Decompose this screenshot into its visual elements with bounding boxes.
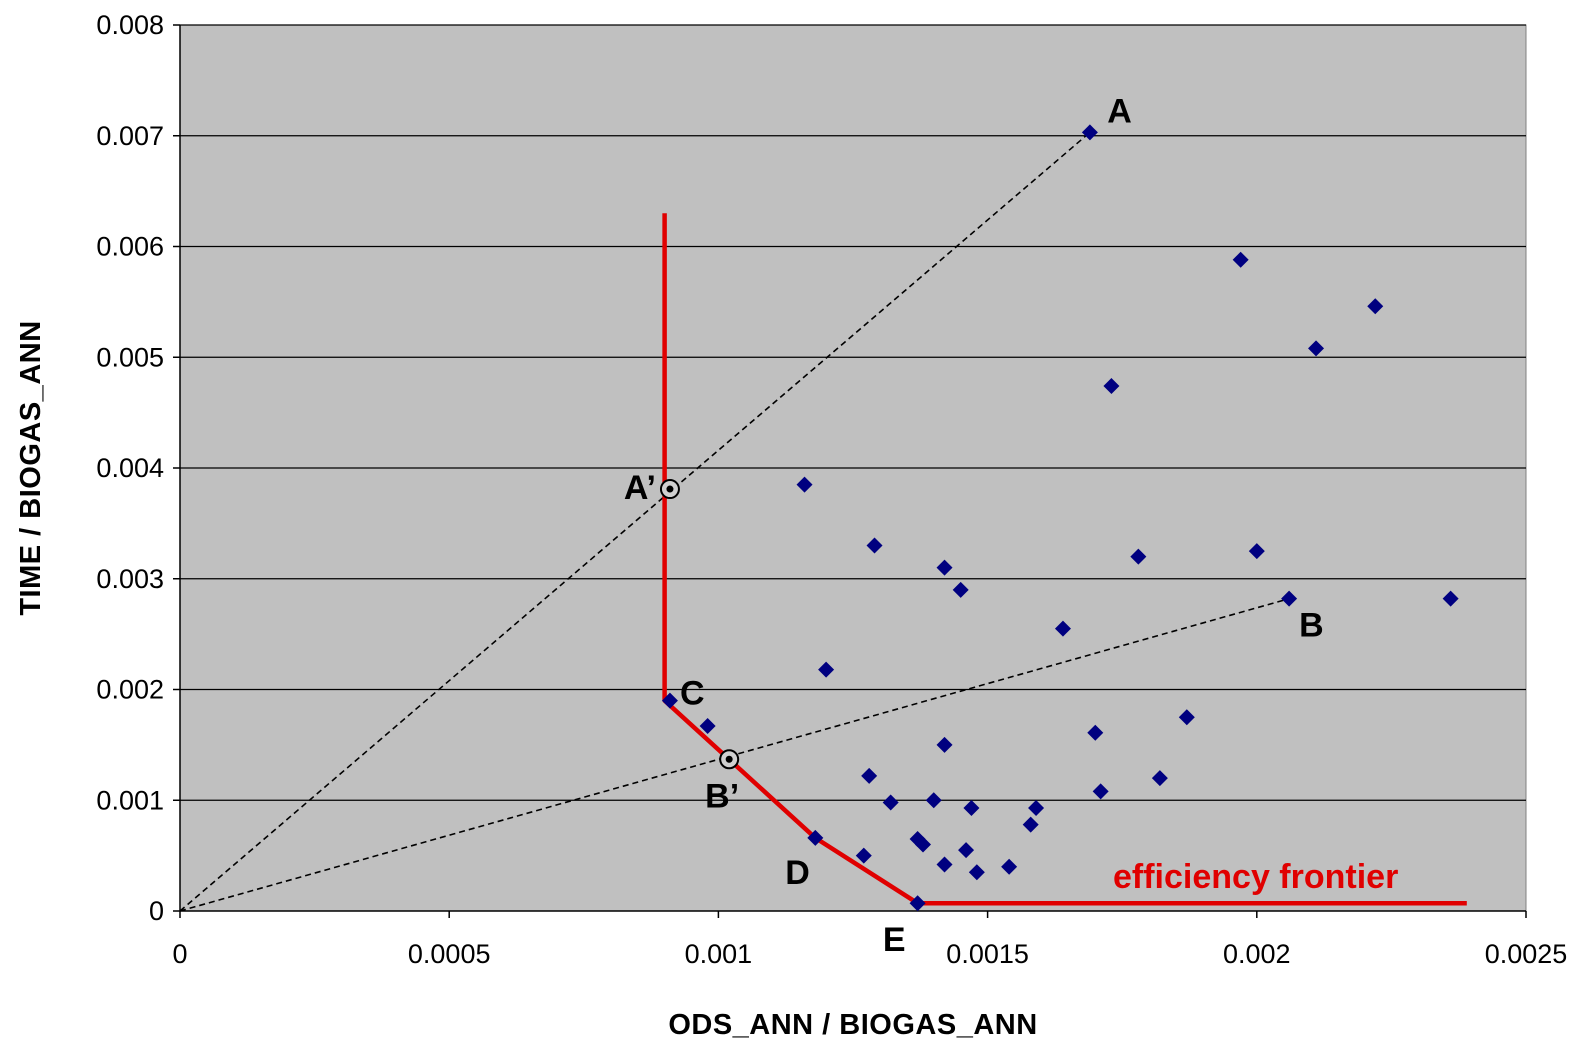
data-point <box>1103 378 1120 395</box>
data-point <box>936 559 953 576</box>
data-point <box>958 842 975 859</box>
y-tick-label: 0.008 <box>96 10 164 40</box>
data-point <box>882 794 899 811</box>
data-point <box>1248 543 1265 560</box>
x-tick-label: 0.0015 <box>946 939 1029 969</box>
y-tick-label: 0.006 <box>96 232 164 262</box>
data-point <box>914 836 931 853</box>
frontier-label: efficiency frontier <box>1113 858 1398 896</box>
data-point <box>807 829 824 846</box>
data-point <box>661 692 678 709</box>
data-point <box>1442 590 1459 607</box>
data-point <box>936 856 953 873</box>
data-point <box>1232 251 1249 268</box>
point-label-c: C <box>680 675 705 713</box>
point-label-a: A <box>1107 92 1132 130</box>
y-tick-label: 0.007 <box>96 121 164 151</box>
data-point <box>1178 709 1195 726</box>
data-point <box>1054 620 1071 637</box>
x-tick-label: 0.0005 <box>408 939 491 969</box>
x-axis-title: ODS_ANN / BIOGAS_ANN <box>668 1009 1037 1041</box>
point-label-a-prime: A’ <box>624 469 656 507</box>
axes: 0 0.001 0.002 0.003 0.004 0.005 0.006 0.007 0.00… <box>96 10 1567 969</box>
y-tick-label: 0.001 <box>96 785 164 815</box>
projected-point-dot <box>666 485 674 493</box>
data-point <box>861 767 878 784</box>
y-tick-label: 0.002 <box>96 675 164 705</box>
data-points <box>661 124 1459 912</box>
point-label-e: E <box>883 921 906 959</box>
data-point <box>925 792 942 809</box>
x-tick-label: 0.001 <box>685 939 753 969</box>
projection-ray <box>179 597 1290 912</box>
data-point <box>866 537 883 554</box>
projection-rays <box>179 131 1290 912</box>
data-point <box>909 895 926 912</box>
projected-point-dot <box>725 755 733 763</box>
data-point <box>1087 724 1104 741</box>
y-tick-label: 0.003 <box>96 564 164 594</box>
data-point <box>699 718 716 735</box>
data-point <box>1001 858 1018 875</box>
data-point <box>936 736 953 753</box>
y-tick-label: 0 <box>149 896 164 926</box>
point-label-d: D <box>785 854 810 892</box>
data-point <box>1022 816 1039 833</box>
projected-points <box>659 479 740 770</box>
data-point <box>968 864 985 881</box>
y-tick-label: 0.005 <box>96 342 164 372</box>
data-point <box>1281 590 1298 607</box>
data-point <box>1028 800 1045 817</box>
data-point <box>963 800 980 817</box>
data-point <box>952 581 969 598</box>
y-tick-label: 0.004 <box>96 453 164 483</box>
y-axis-title: TIME / BIOGAS_ANN <box>15 320 47 615</box>
x-tick-label: 0.002 <box>1223 939 1291 969</box>
data-point <box>796 476 813 493</box>
data-point <box>818 661 835 678</box>
gridlines <box>180 24 1526 801</box>
data-point <box>1151 770 1168 787</box>
point-labels: A B C D E A’ B’ <box>624 92 1324 959</box>
x-tick-label: 0 <box>172 939 187 969</box>
data-point <box>1308 340 1325 357</box>
data-point <box>1367 298 1384 315</box>
point-label-b: B <box>1299 607 1324 645</box>
data-point <box>1092 783 1109 800</box>
point-label-b-prime: B’ <box>705 777 739 815</box>
data-point <box>1081 124 1098 141</box>
data-point <box>1130 548 1147 565</box>
x-tick-label: 0.0025 <box>1485 939 1568 969</box>
data-point <box>855 847 872 864</box>
